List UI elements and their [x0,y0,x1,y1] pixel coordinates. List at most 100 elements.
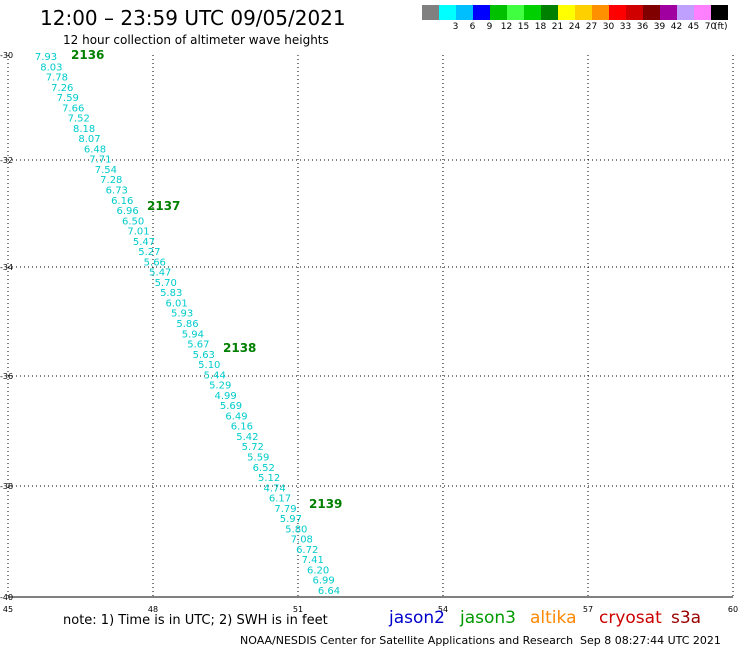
legend-tick-label: 3 [452,22,459,32]
swh-value-label: 5.94 [182,329,204,340]
swh-value-label: 6.20 [307,566,329,577]
generated-timestamp: Sep 8 08:27:44 UTC 2021 [580,634,721,647]
swh-value-label: 8.18 [73,124,95,135]
swh-value-label: 7.66 [62,103,84,114]
swh-value-label: 5.47 [133,237,155,248]
swh-value-label: 8.07 [78,134,100,145]
swh-value-label: 5.47 [149,268,171,279]
swh-value-label: 5.66 [144,257,166,268]
swh-value-label: 6.99 [312,576,334,587]
swh-value-label: 6.16 [111,196,133,207]
satellite-legend-s3a: s3a [671,608,702,628]
swh-value-label: 7.01 [127,227,149,238]
orbit-pass-label: 2136 [71,48,104,62]
swh-value-label: 7.52 [68,114,90,125]
orbit-pass-label: 2138 [223,341,256,355]
legend-swatch [660,5,677,20]
satellite-legend-altika: altika [530,608,577,628]
legend-tick-label: 70 [704,22,717,32]
swh-value-label: 5.86 [176,319,198,330]
legend-swatch [643,5,660,20]
longitude-tick-label: 54 [438,605,448,614]
swh-value-label: 5.63 [193,350,215,361]
swh-value-label: 6.48 [84,144,106,155]
latitude-tick-label: -34 [0,263,13,272]
swh-value-label: 5.44 [204,370,226,381]
swh-value-label: 7.93 [35,52,57,63]
page-title: 12:00 – 23:59 UTC 09/05/2021 [40,6,346,30]
legend-tick-label: 36 [636,22,649,32]
swh-value-label: 4.99 [214,391,236,402]
legend-tick-label: 15 [517,22,530,32]
swh-value-label: 5.59 [247,453,269,464]
legend-tick-label: 45 [687,22,700,32]
swh-value-label: 6.73 [106,186,128,197]
swh-value-label: 7.59 [57,93,79,104]
legend-swatch [677,5,694,20]
longitude-tick-label: 60 [728,605,738,614]
latitude-tick-label: -30 [0,51,13,60]
swh-value-label: 7.26 [51,83,73,94]
swh-value-label: 6.16 [231,422,253,433]
legend-swatch [490,5,507,20]
swh-value-label: 6.64 [318,586,340,597]
swh-value-label: 6.50 [122,216,144,227]
swh-value-label: 6.72 [296,545,318,556]
swh-value-label: 5.67 [187,340,209,351]
legend-tick-label: 27 [585,22,598,32]
swh-value-label: 5.10 [198,360,220,371]
legend-swatch [711,5,728,20]
legend-tick-label: 21 [551,22,564,32]
credit-line: NOAA/NESDIS Center for Satellite Applica… [240,634,574,647]
legend-tick-label: 9 [486,22,493,32]
legend-swatch [609,5,626,20]
swh-value-label: 7.54 [95,165,117,176]
legend-tick-label: 18 [534,22,547,32]
swh-value-label: 7.28 [100,175,122,186]
swh-value-label: 6.17 [269,494,291,505]
swh-value-label: 5.70 [155,278,177,289]
swh-value-label: 7.71 [89,155,111,166]
footer-note: note: 1) Time is in UTC; 2) SWH is in fe… [63,613,328,628]
legend-swatch [524,5,541,20]
swh-value-label: 6.96 [116,206,138,217]
legend-swatch [558,5,575,20]
longitude-tick-label: 51 [293,605,303,614]
longitude-tick-label: 57 [583,605,593,614]
swh-value-label: 7.79 [274,504,296,515]
satellite-legend-jason2: jason2 [389,608,445,628]
legend-tick-label: 42 [670,22,683,32]
longitude-tick-label: 48 [148,605,158,614]
legend-tick-label: 6 [469,22,476,32]
legend-tick-label: 39 [653,22,666,32]
legend-swatch [626,5,643,20]
swh-value-label: 7.41 [302,555,324,566]
longitude-tick-label: 45 [3,605,13,614]
swh-value-label: 7.08 [291,535,313,546]
legend-swatch [541,5,558,20]
latitude-tick-label: -32 [0,156,13,165]
legend-swatch [575,5,592,20]
legend-swatch [456,5,473,20]
swh-value-label: 5.93 [171,309,193,320]
swh-value-label: 5.80 [285,524,307,535]
legend-tick-label: 24 [568,22,581,32]
swh-value-label: 5.12 [258,473,280,484]
orbit-pass-label: 2139 [309,497,342,511]
legend-unit: (ft) [714,22,728,32]
legend-tick-label: 12 [500,22,513,32]
swh-value-label: 5.27 [138,247,160,258]
swh-value-label: 5.69 [220,401,242,412]
swh-value-label: 7.78 [46,73,68,84]
swh-value-label: 6.49 [225,411,247,422]
satellite-legend-cryosat: cryosat [599,608,662,628]
legend-swatch [422,5,439,20]
legend-swatch [694,5,711,20]
satellite-legend-jason3: jason3 [460,608,516,628]
swh-value-label: 8.03 [40,62,62,73]
latitude-tick-label: -40 [0,593,13,602]
legend-swatch [507,5,524,20]
legend-tick-label: 33 [619,22,632,32]
swh-value-label: 6.01 [165,299,187,310]
